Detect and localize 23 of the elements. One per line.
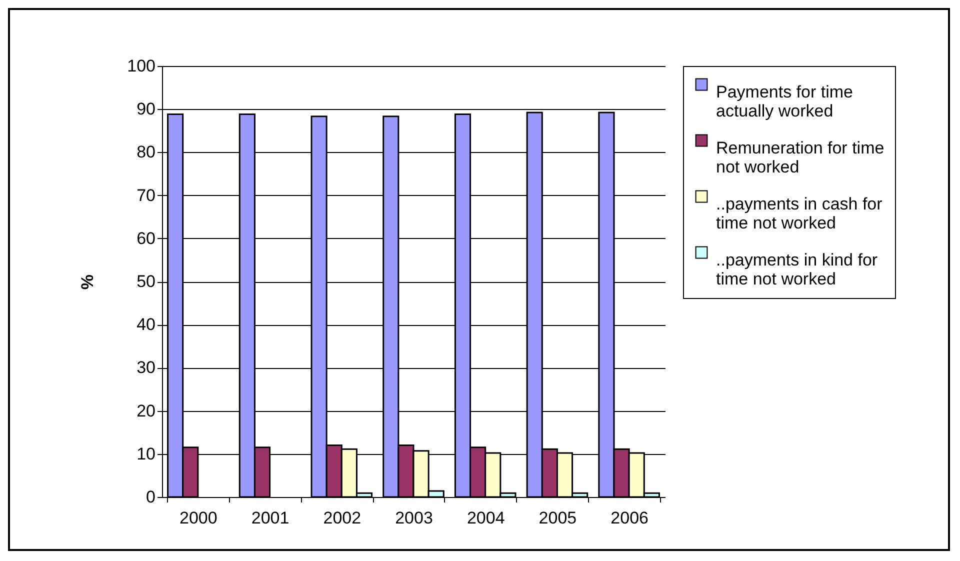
x-tick-label: 2002 bbox=[323, 508, 362, 528]
x-tick-label: 2005 bbox=[538, 508, 577, 528]
y-tick-label: 20 bbox=[136, 401, 156, 420]
y-tick-label: 10 bbox=[136, 444, 156, 464]
y-axis-title: % bbox=[78, 274, 98, 290]
y-tick-label: 40 bbox=[136, 315, 156, 334]
x-tick-label: 2004 bbox=[466, 508, 505, 528]
x-tick-label: 2000 bbox=[180, 508, 218, 528]
y-tick-label: 100 bbox=[127, 56, 156, 76]
x-tick-label: 2001 bbox=[251, 508, 290, 528]
legend-label: Remuneration for time not worked bbox=[716, 138, 884, 176]
y-tick-label: 0 bbox=[146, 488, 156, 506]
y-tick-label: 50 bbox=[136, 272, 156, 291]
legend-label: Payments for time actually worked bbox=[716, 82, 853, 120]
y-tick-label: 80 bbox=[136, 142, 156, 162]
y-tick-label: 70 bbox=[136, 186, 156, 205]
y-tick-label: 30 bbox=[136, 358, 156, 378]
x-tick-label: 2006 bbox=[610, 508, 648, 528]
y-tick-label: 60 bbox=[136, 228, 156, 248]
legend-label: ..payments in kind for time not worked bbox=[716, 250, 878, 288]
y-tick-label: 90 bbox=[136, 100, 156, 119]
legend-label: ..payments in cash for time not worked bbox=[716, 194, 883, 232]
x-tick-label: 2003 bbox=[395, 508, 433, 528]
